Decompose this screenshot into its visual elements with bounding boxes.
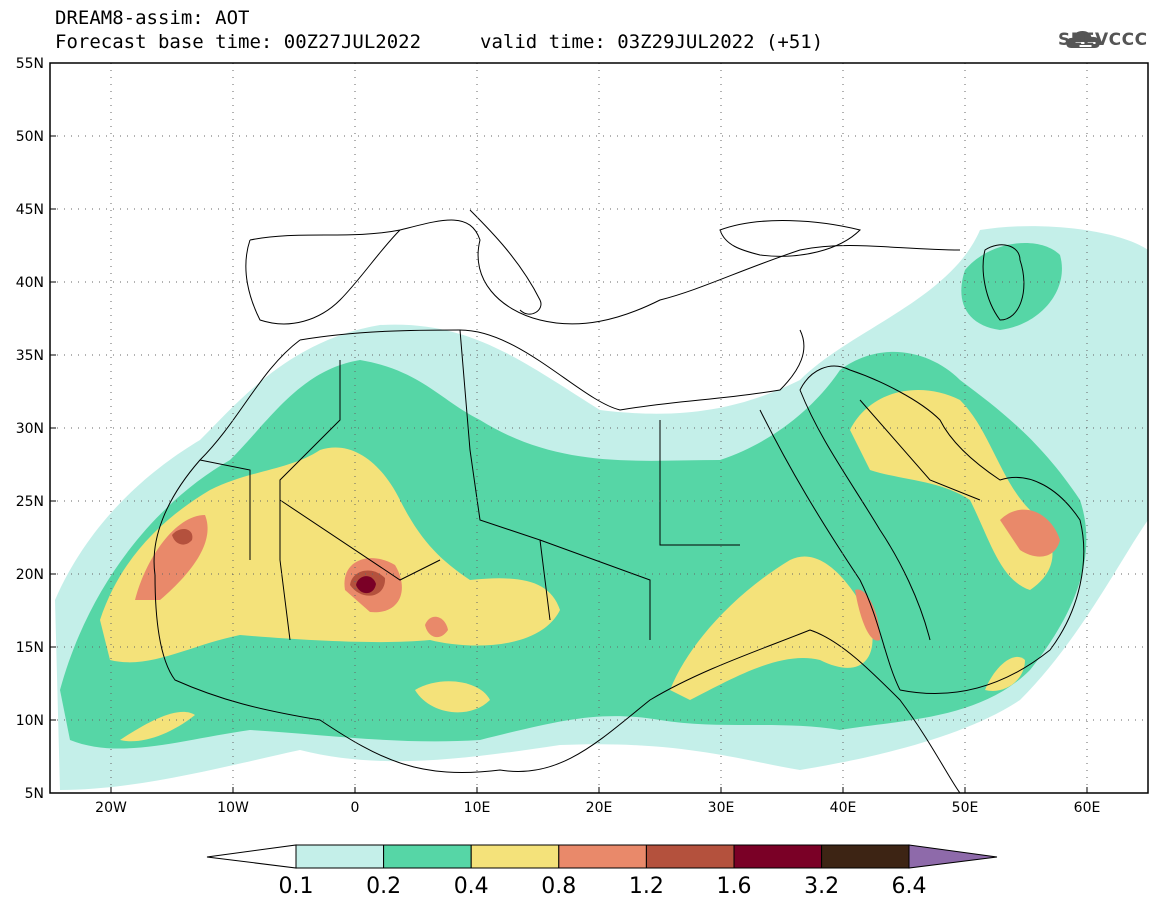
colorbar-segment: [295, 844, 385, 869]
title-line-2: Forecast base time: 00Z27JUL2022: [55, 31, 422, 53]
colorbar-label: 0.1: [279, 874, 314, 899]
borders: [199, 329, 981, 641]
coastlines: [153, 209, 1085, 793]
title-line-1: DREAM8-assim: AOT: [55, 7, 250, 29]
lon-label: 50E: [952, 800, 979, 816]
lat-label: 30N: [16, 421, 44, 437]
colorbar-label: 0.8: [541, 874, 576, 899]
red-sea: [759, 389, 931, 691]
lat-label: 50N: [16, 129, 44, 145]
lat-label: 55N: [16, 56, 44, 72]
lat-label: 35N: [16, 348, 44, 364]
aot-field: [55, 226, 1148, 790]
colorbar-segment: [383, 844, 472, 869]
gridlines: [50, 63, 1148, 793]
aot-band-0.2-caspian: [961, 243, 1062, 330]
italy-coast: [469, 209, 542, 315]
colorbar-segment: [645, 844, 735, 869]
aot-band-0.4: [100, 447, 560, 663]
aot-band-1.6: [356, 576, 376, 594]
lon-label: 10W: [217, 800, 249, 816]
arabia-coast: [799, 365, 1085, 695]
longitude-labels: 20W 10W 0 10E 20E 30E 40E 50E 60E: [95, 800, 1100, 816]
aot-band-0.8-oman: [1000, 509, 1060, 557]
aot-band-0.4-nigeria: [415, 681, 490, 713]
lat-label: 5N: [25, 786, 44, 802]
colorbar-label: 3.2: [804, 874, 839, 899]
lon-label: 10E: [464, 800, 491, 816]
lon-label: 0: [351, 800, 360, 816]
lat-label: 10N: [16, 713, 44, 729]
lon-label: 60E: [1074, 800, 1101, 816]
colorbar-segment: [821, 844, 910, 869]
cloud-icon: [1066, 31, 1100, 48]
colorbar: [206, 844, 998, 869]
axis-ticks: [50, 62, 1088, 794]
colorbar-segment: [558, 844, 647, 869]
lon-label: 20E: [586, 800, 613, 816]
lat-label: 25N: [16, 494, 44, 510]
lat-label: 15N: [16, 640, 44, 656]
aot-band-0.4-arabia: [850, 390, 1053, 590]
colorbar-segment: [470, 844, 560, 869]
lat-label: 20N: [16, 567, 44, 583]
lon-label: 20W: [95, 800, 127, 816]
colorbar-label: 0.4: [454, 874, 489, 899]
colorbar-segment: [733, 844, 823, 869]
black-sea: [719, 220, 861, 257]
title-line-3: valid time: 03Z29JUL2022 (+51): [480, 31, 824, 53]
lon-label: 40E: [830, 800, 857, 816]
africa-coast: [153, 339, 961, 793]
aot-band-0.4-guinea: [120, 711, 195, 742]
caspian-sea: [982, 244, 1025, 321]
colorbar-label: 1.6: [717, 874, 752, 899]
lon-label: 30E: [708, 800, 735, 816]
med-coast: [299, 329, 805, 411]
aot-band-0.8-eritrea: [855, 589, 880, 641]
latitude-labels: 55N 50N 45N 40N 35N 30N 25N 20N 15N 10N …: [16, 56, 44, 802]
aot-band-0.8-niger: [425, 616, 448, 638]
colorbar-labels: 0.1 0.2 0.4 0.8 1.2 1.6 3.2 6.4: [279, 874, 927, 899]
iberia-coast: [245, 229, 401, 325]
colorbar-label: 1.2: [629, 874, 664, 899]
aot-band-0.4-sudan: [670, 556, 873, 700]
colorbar-segment: [908, 844, 998, 869]
lat-label: 40N: [16, 275, 44, 291]
colorbar-label: 0.2: [366, 874, 401, 899]
lat-label: 45N: [16, 202, 44, 218]
colorbar-segment: [206, 844, 297, 869]
aot-band-1.2-mauritania: [172, 528, 193, 545]
colorbar-label: 6.4: [892, 874, 927, 899]
logo-text: SEEVCCC: [1058, 30, 1148, 50]
